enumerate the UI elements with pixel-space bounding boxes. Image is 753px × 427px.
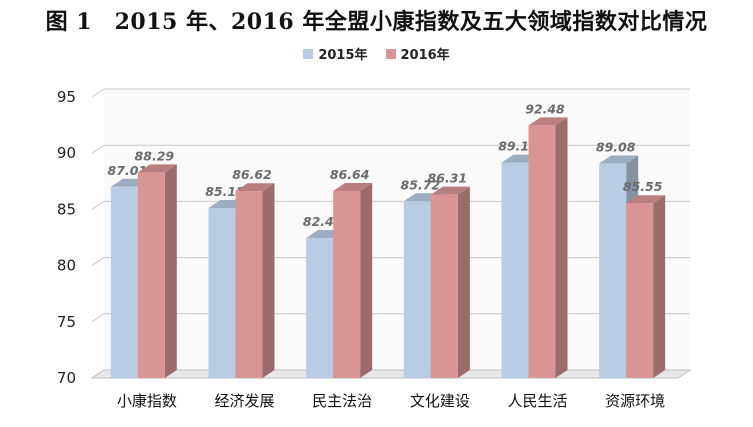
gridline-depth-75 <box>91 313 105 323</box>
bar-side-1-1 <box>262 183 275 378</box>
bar-top-1-1 <box>235 183 275 192</box>
legend: 2015年 2016年 <box>0 44 753 63</box>
data-label: 86.64 <box>330 167 370 182</box>
bar-1-1 <box>235 191 263 378</box>
bar-top-1-5 <box>626 195 666 204</box>
y-tick-label: 90 <box>57 144 76 162</box>
x-tick-label: 资源环境 <box>605 392 665 410</box>
legend-item-2015: 2015年 <box>303 44 368 63</box>
data-label: 86.31 <box>428 171 468 186</box>
bar-1-0 <box>137 172 165 378</box>
data-label: 88.29 <box>135 148 175 163</box>
bar-0-2 <box>306 238 334 378</box>
plot-back-wall <box>104 89 690 370</box>
data-label: 89.16 <box>498 139 538 154</box>
bar-side-1-5 <box>653 195 666 378</box>
data-label: 85.12 <box>205 184 245 199</box>
x-tick-label: 小康指数 <box>117 392 177 410</box>
bar-top-1-4 <box>528 117 568 126</box>
data-label: 87.01 <box>108 163 148 178</box>
bar-1-5 <box>626 203 654 378</box>
bar-side-1-0 <box>164 164 177 378</box>
bar-top-0-5 <box>599 155 639 164</box>
y-tick-label: 80 <box>57 257 76 275</box>
bar-0-4 <box>501 162 529 378</box>
data-label: 86.62 <box>232 167 272 182</box>
bar-1-4 <box>528 125 556 378</box>
legend-label-2015: 2015年 <box>318 48 368 63</box>
y-tick-label: 95 <box>57 88 76 106</box>
gridline-depth-95 <box>91 88 105 98</box>
bar-1-3 <box>430 194 458 378</box>
bar-side-1-4 <box>555 117 568 378</box>
legend-label-2016: 2016年 <box>400 48 450 63</box>
x-tick-label: 文化建设 <box>410 392 470 410</box>
y-tick-label: 75 <box>57 313 76 331</box>
gridline-depth-85 <box>91 200 105 210</box>
bar-0-3 <box>403 201 431 378</box>
data-label: 82.45 <box>303 214 343 229</box>
gridline-depth-80 <box>91 257 105 267</box>
bar-side-1-2 <box>360 182 373 378</box>
x-tick-label: 民主法治 <box>312 392 372 410</box>
chart-title: 图 1 2015 年、2016 年全盟小康指数及五大领域指数对比情况 <box>45 9 708 35</box>
legend-item-2016: 2016年 <box>385 44 450 63</box>
y-tick-label: 85 <box>57 200 76 218</box>
bar-side-1-3 <box>457 186 470 378</box>
data-label: 92.48 <box>525 101 565 116</box>
bar-1-2 <box>333 190 361 378</box>
data-label: 89.08 <box>596 140 636 155</box>
bar-0-0 <box>110 186 138 378</box>
x-tick-label: 人民生活 <box>507 392 567 410</box>
bar-top-1-2 <box>333 182 373 191</box>
gridline-depth-90 <box>91 144 105 154</box>
data-label: 85.72 <box>401 177 441 192</box>
bar-0-5 <box>599 163 627 378</box>
bar-top-1-0 <box>137 164 177 173</box>
data-label: 85.55 <box>623 179 663 194</box>
bar-0-1 <box>208 208 236 378</box>
legend-swatch-2015 <box>303 48 314 59</box>
y-tick-label: 70 <box>57 369 76 387</box>
x-tick-label: 经济发展 <box>214 392 274 410</box>
legend-swatch-2016 <box>385 48 396 59</box>
bar-top-1-3 <box>430 186 470 195</box>
